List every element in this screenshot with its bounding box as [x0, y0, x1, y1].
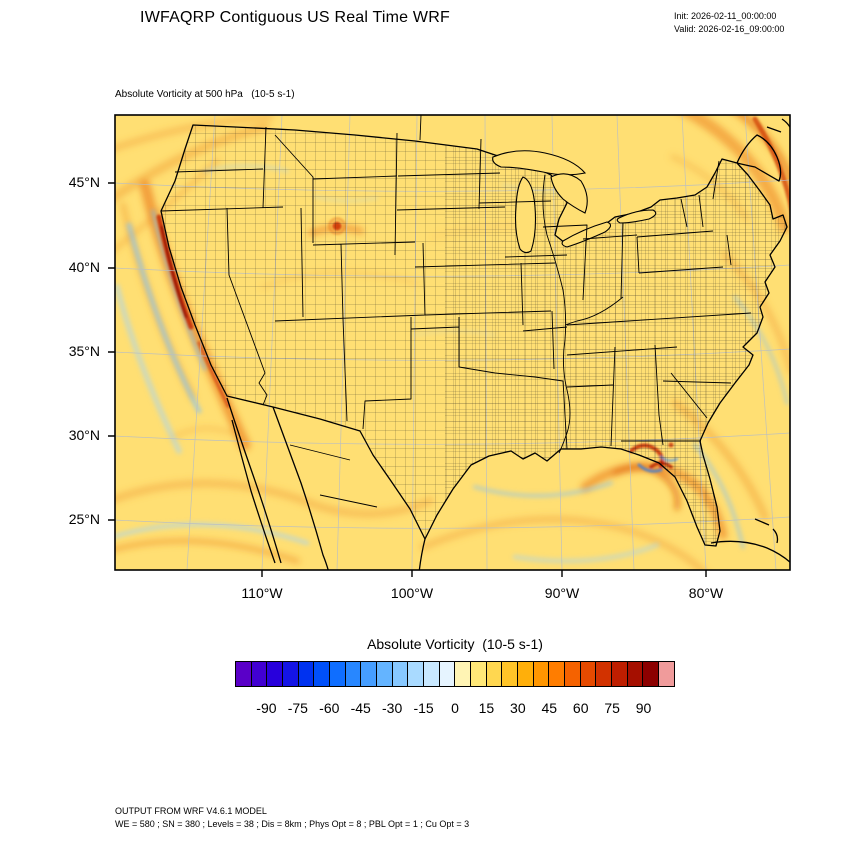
- map-canvas: [107, 107, 798, 578]
- lat-tick-label: 40°N: [68, 259, 100, 275]
- colorbar-cell: [501, 662, 518, 686]
- colorbar-cell: [517, 662, 533, 686]
- page-title: IWFAQRP Contiguous US Real Time WRF: [140, 9, 450, 26]
- colorbar-cell: [344, 662, 361, 686]
- state-boundaries: [160, 115, 752, 508]
- colorbar-cell: [236, 662, 251, 686]
- field-subtitle: Absolute Vorticity at 500 hPa (10-5 s-1): [115, 89, 295, 100]
- colorbar-tick-label: 60: [572, 700, 589, 716]
- colorbar-cell: [423, 662, 439, 686]
- colorbar-cell: [642, 662, 659, 686]
- colorbar-tick-label: -90: [256, 700, 277, 716]
- colorbar-cell: [360, 662, 377, 686]
- lon-tick-label: 110°W: [241, 585, 283, 601]
- lon-tick-label: 90°W: [544, 585, 580, 601]
- lat-tick-label: 30°N: [68, 427, 100, 443]
- init-time: Init: 2026-02-11_00:00:00: [674, 11, 777, 21]
- colorbar-cell: [532, 662, 549, 686]
- colorbar-tick-label: 75: [604, 700, 620, 716]
- colorbar-cell: [297, 662, 314, 686]
- colorbar-tick-labels: -90 -75 -60 -45 -30 -15 0 15 30 45 60 75 90: [235, 700, 675, 718]
- footer-params-line: WE = 580 ; SN = 380 ; Levels = 38 ; Dis …: [115, 819, 470, 829]
- colorbar-cell: [611, 662, 627, 686]
- colorbar-cell: [376, 662, 392, 686]
- colorbar-cell: [438, 662, 455, 686]
- colorbar-cell: [407, 662, 424, 686]
- footer-model-line: OUTPUT FROM WRF V4.6.1 MODEL: [115, 806, 267, 816]
- colorbar-tick-label: 45: [541, 700, 558, 716]
- colorbar-cell: [329, 662, 345, 686]
- colorbar-tick-label: -15: [413, 700, 434, 716]
- lat-tick-label: 35°N: [68, 343, 100, 359]
- colorbar-cell: [282, 662, 298, 686]
- colorbar-cell: [564, 662, 580, 686]
- lat-tick-label: 45°N: [68, 174, 100, 190]
- colorbar-cell: [626, 662, 643, 686]
- colorbar-cell: [658, 662, 674, 686]
- init-valid-block: Init: 2026-02-11_00:00:00 Valid: 2026-02…: [674, 10, 784, 36]
- colorbar-tick-label: -60: [319, 700, 340, 716]
- colorbar-tick-label: -30: [382, 700, 403, 716]
- colorbar-tick-label: 90: [635, 700, 652, 716]
- plot-frame: [108, 114, 791, 577]
- lon-tick-label: 80°W: [688, 585, 724, 601]
- colorbar-title: Absolute Vorticity (10-5 s-1): [367, 636, 543, 652]
- lon-tick-label: 100°W: [390, 585, 434, 601]
- map-svg: [108, 114, 791, 577]
- colorbar-cell: [454, 662, 471, 686]
- colorbar-cell: [266, 662, 283, 686]
- colorbar-cell: [579, 662, 596, 686]
- valid-time: Valid: 2026-02-16_09:00:00: [674, 24, 785, 34]
- colorbar-tick-label: 15: [478, 700, 495, 716]
- colorbar-cell: [548, 662, 565, 686]
- colorbar-tick-label: 30: [510, 700, 526, 716]
- colorbar-tick-label: 0: [451, 700, 459, 716]
- colorbar-cell: [485, 662, 502, 686]
- colorbar: [235, 661, 675, 687]
- colorbar-cell: [391, 662, 408, 686]
- colorbar-cell: [595, 662, 612, 686]
- lat-tick-label: 25°N: [68, 511, 100, 527]
- colorbar-cell: [250, 662, 267, 686]
- colorbar-cell: [313, 662, 330, 686]
- colorbar-cell: [470, 662, 486, 686]
- colorbar-tick-label: -45: [350, 700, 371, 716]
- colorbar-tick-label: -75: [287, 700, 308, 716]
